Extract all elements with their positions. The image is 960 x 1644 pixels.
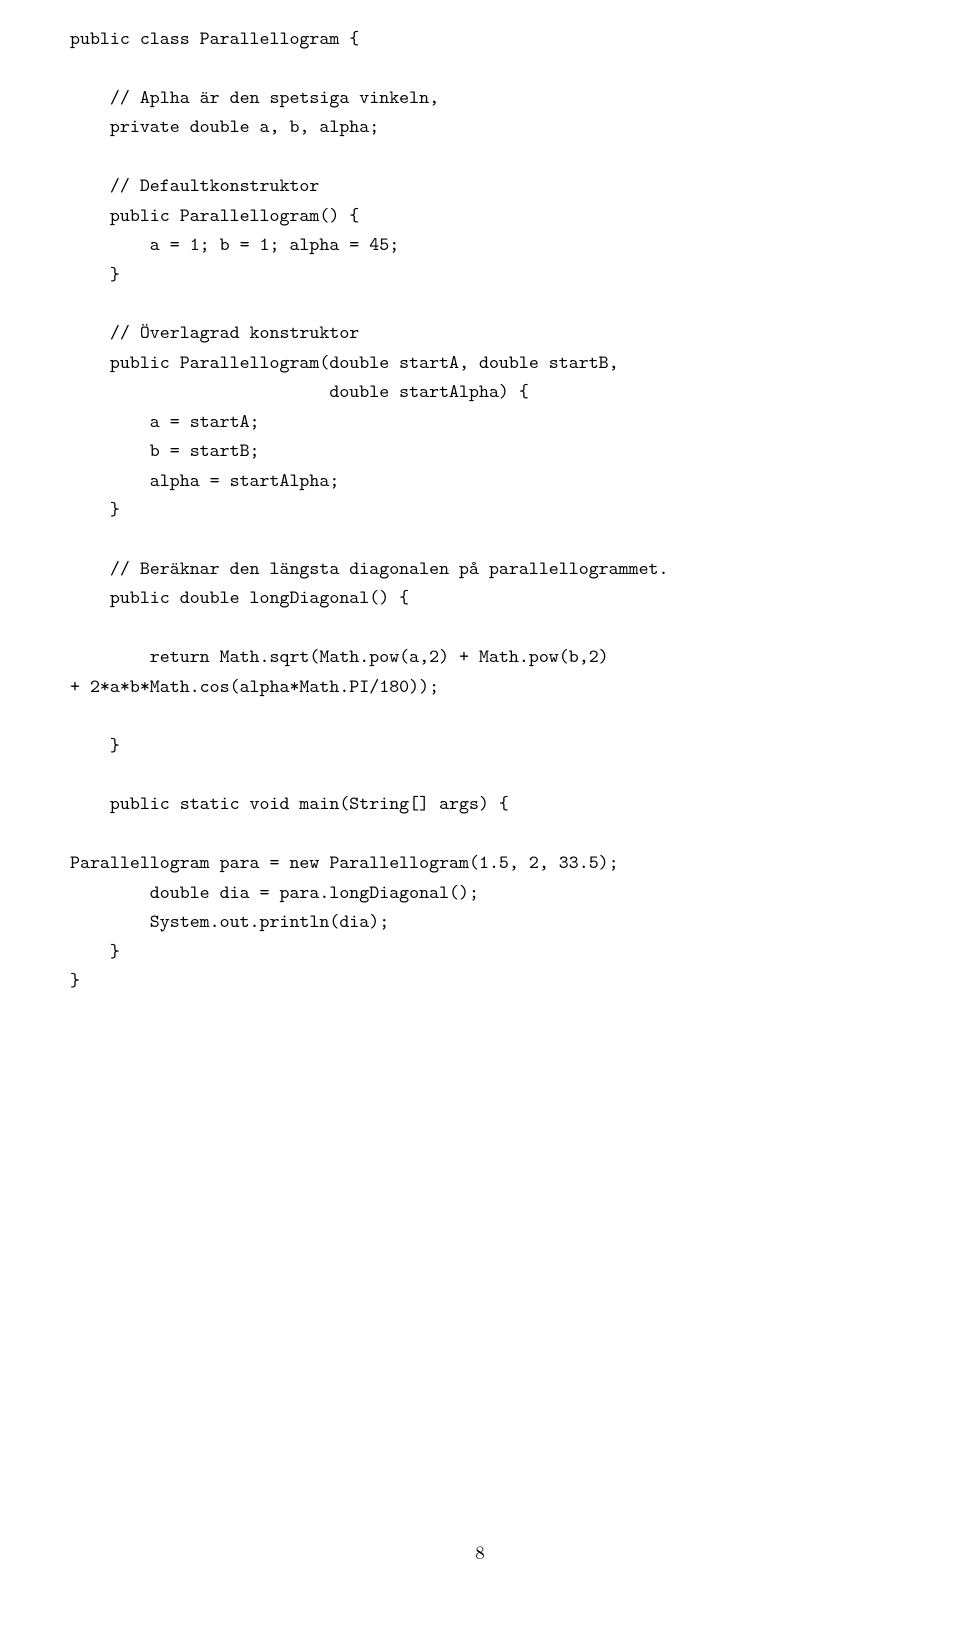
code-line: } [70,497,120,522]
code-line: // Aplha är den spetsiga vinkeln, [70,85,439,110]
code-line: // Överlagrad konstruktor [70,320,359,345]
code-line: public double longDiagonal() { [70,585,409,610]
code-line: public static void main(String[] args) { [70,791,509,816]
code-line: } [70,968,80,993]
code-line: // Beräknar den längsta diagonalen på pa… [70,556,669,581]
code-line: b = startB; [70,438,260,463]
code-line: return Math.sqrt(Math.pow(a,2) + Math.po… [70,644,609,669]
page-number: 8 [0,1537,960,1566]
code-line: } [70,262,120,287]
code-line: a = 1; b = 1; alpha = 45; [70,232,399,257]
code-line: double startAlpha) { [70,379,529,404]
code-line: private double a, b, alpha; [70,114,379,139]
page: public class Parallellogram { // Aplha ä… [0,0,960,1644]
code-line: public Parallellogram() { [70,203,359,228]
code-line: public Parallellogram(double startA, dou… [70,350,619,375]
code-line: public class Parallellogram { [70,26,359,51]
code-line: } [70,733,120,758]
code-line: // Defaultkonstruktor [70,173,319,198]
code-line: a = startA; [70,409,260,434]
code-line: Parallellogram para = new Parallellogram… [70,850,619,875]
code-line: } [70,939,120,964]
code-line: System.out.println(dia); [70,909,389,934]
code-line: double dia = para.longDiagonal(); [70,880,479,905]
code-block: public class Parallellogram { // Aplha ä… [70,24,890,995]
code-line: + 2*a*b*Math.cos(alpha*Math.PI/180)); [70,674,439,699]
code-line: alpha = startAlpha; [70,468,339,493]
